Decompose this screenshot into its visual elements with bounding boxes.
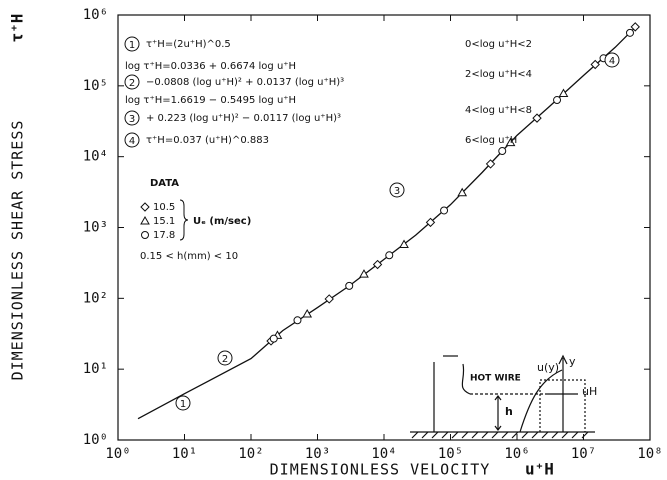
data-point (440, 206, 449, 215)
equation-number: 4 (129, 136, 135, 147)
equation-line: τ⁺H=(2u⁺H)^0.5 (146, 39, 231, 50)
x-tick-label: 10³ (305, 446, 330, 462)
inset-probe-label: HOT WIRE (470, 374, 521, 384)
equation-number-circle (124, 36, 140, 52)
equation-number: 1 (129, 40, 135, 51)
legend-marker (140, 215, 150, 225)
equation-number-circle (124, 132, 140, 148)
y-tick-label: 10³ (83, 220, 108, 236)
equation-line: + 0.223 (log u⁺H)² − 0.0117 (log u⁺H)³ (146, 113, 341, 124)
legend-unit: Uₑ (m/sec) (193, 216, 251, 227)
legend-label: 15.1 (153, 216, 175, 227)
x-tick-label: 10¹ (172, 446, 197, 462)
equation-number: 2 (129, 78, 135, 89)
y-tick-label: 10⁵ (83, 78, 108, 94)
data-point (558, 88, 569, 97)
data-point (269, 334, 278, 343)
y-tick-label: 10⁰ (83, 432, 108, 448)
region-label-circle (175, 395, 191, 411)
x-tick-label: 10² (238, 446, 263, 462)
data-point (425, 217, 436, 228)
data-point (302, 309, 313, 318)
x-tick-label: 10⁷ (571, 446, 596, 462)
region-label-circle (604, 52, 620, 68)
data-point (359, 269, 369, 278)
y-tick-label: 10¹ (83, 361, 108, 377)
legend-marker (141, 231, 149, 239)
equation-range: 0<log u⁺H<2 (465, 39, 532, 50)
curve (137, 26, 636, 420)
data-point (399, 239, 409, 249)
x-axis-title: DIMENSIONLESS VELOCITY (270, 461, 491, 479)
equation-number: 3 (129, 114, 135, 125)
region-label-circle (389, 182, 405, 198)
inset-diagram (410, 354, 595, 439)
equation-line: log τ⁺H=0.0336 + 0.6674 log u⁺H (125, 61, 296, 72)
data-point (505, 137, 516, 147)
data-point (372, 259, 383, 270)
region-label-circle (217, 350, 233, 366)
equation-range: 4<log u⁺H<8 (465, 105, 532, 116)
inset-profile-label: u(y) (537, 361, 559, 374)
x-tick-label: 10⁵ (438, 446, 463, 462)
equation-number-circle (124, 74, 140, 90)
data-point (630, 22, 640, 32)
x-tick-label: 10⁴ (371, 446, 396, 462)
y-axis-title: DIMENSIONLESS SHEAR STRESS (9, 120, 27, 381)
data-point (532, 113, 542, 123)
legend-label: 10.5 (153, 202, 175, 213)
legend-label: 17.8 (153, 230, 175, 241)
legend-title: DATA (150, 178, 179, 189)
y-axis-symbol: τ⁺H (8, 14, 27, 43)
data-point (625, 28, 634, 37)
region-label: 2 (222, 354, 228, 365)
region-label: 4 (609, 56, 615, 67)
y-tick-label: 10² (83, 290, 108, 306)
region-label: 1 (180, 399, 186, 410)
legend-brace (179, 199, 189, 241)
equation-range: 6<log u⁺H (465, 135, 517, 146)
inset-axis-label: y (569, 355, 576, 368)
equation-number-circle (124, 110, 140, 126)
x-axis-symbol: u⁺H (525, 460, 554, 479)
equation-range: 2<log u⁺H<4 (465, 69, 532, 80)
region-label: 3 (394, 186, 400, 197)
legend-marker (140, 202, 150, 212)
data-point (485, 159, 496, 169)
data-point (457, 187, 468, 197)
data-point (345, 281, 354, 290)
inset-velocity-label: uH (582, 385, 597, 398)
y-tick-label: 10⁴ (83, 149, 108, 165)
data-point (498, 147, 507, 156)
y-tick-label: 10⁶ (83, 7, 108, 23)
data-point (324, 294, 334, 304)
x-tick-label: 10⁰ (105, 446, 130, 462)
equation-line: −0.0808 (log u⁺H)² + 0.0137 (log u⁺H)³ (146, 77, 344, 88)
data-point (590, 59, 600, 70)
inset-height-label: h (505, 405, 513, 418)
x-tick-label: 10⁸ (637, 446, 662, 462)
equation-line: log τ⁺H=1.6619 − 0.5495 log u⁺H (125, 95, 296, 106)
legend-note: 0.15 < h(mm) < 10 (140, 251, 238, 262)
x-tick-label: 10⁶ (504, 446, 529, 462)
data-point (293, 316, 302, 325)
equation-line: τ⁺H=0.037 (u⁺H)^0.883 (146, 135, 269, 146)
data-point (553, 96, 562, 105)
data-point (385, 251, 394, 260)
